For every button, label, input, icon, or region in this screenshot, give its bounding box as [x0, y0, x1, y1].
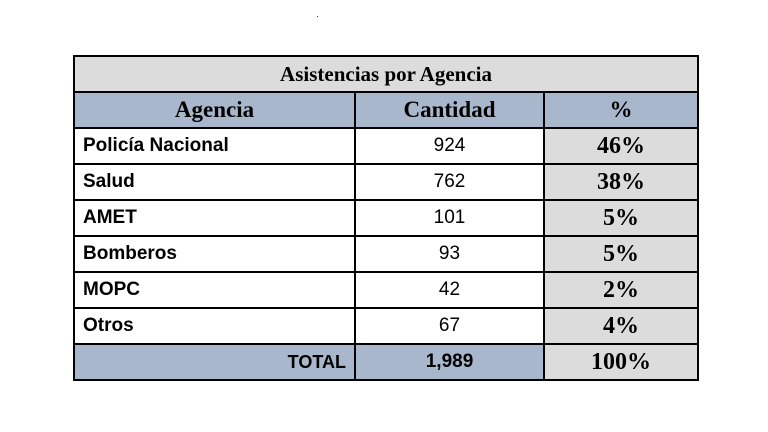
- table-title: Asistencias por Agencia: [72, 55, 700, 93]
- cell-pct: 46%: [542, 127, 700, 165]
- table-row: Bomberos 93 5%: [73, 235, 700, 273]
- table-title-row: Asistencias por Agencia: [72, 55, 700, 93]
- table-row: AMET 101 5%: [73, 199, 700, 237]
- table-row: MOPC 42 2%: [73, 271, 700, 309]
- table-row: Salud 762 38%: [73, 163, 700, 201]
- total-cantidad: 1,989: [354, 343, 545, 381]
- cell-agencia: AMET: [73, 199, 356, 237]
- stray-dot: [317, 16, 318, 17]
- cell-cantidad: 42: [354, 271, 545, 309]
- cell-cantidad: 101: [354, 199, 545, 237]
- cell-pct: 5%: [542, 235, 700, 273]
- cell-agencia: Policía Nacional: [73, 127, 356, 165]
- header-agencia: Agencia: [73, 91, 356, 129]
- cell-agencia: MOPC: [73, 271, 356, 309]
- table-total-row: TOTAL 1,989 100%: [73, 343, 700, 381]
- cell-agencia: Salud: [73, 163, 356, 201]
- cell-pct: 38%: [542, 163, 700, 201]
- asistencias-table: Asistencias por Agencia Agencia Cantidad…: [72, 55, 700, 381]
- cell-cantidad: 924: [354, 127, 545, 165]
- cell-pct: 5%: [542, 199, 700, 237]
- cell-agencia: Bomberos: [73, 235, 356, 273]
- header-pct: %: [542, 91, 700, 129]
- cell-cantidad: 67: [354, 307, 545, 345]
- table-row: Otros 67 4%: [73, 307, 700, 345]
- cell-cantidad: 93: [354, 235, 545, 273]
- table-header-row: Agencia Cantidad %: [73, 91, 700, 129]
- total-label: TOTAL: [73, 343, 356, 381]
- header-cantidad: Cantidad: [354, 91, 545, 129]
- total-pct: 100%: [542, 343, 700, 381]
- cell-agencia: Otros: [73, 307, 356, 345]
- cell-cantidad: 762: [354, 163, 545, 201]
- table-row: Policía Nacional 924 46%: [73, 127, 700, 165]
- cell-pct: 2%: [542, 271, 700, 309]
- cell-pct: 4%: [542, 307, 700, 345]
